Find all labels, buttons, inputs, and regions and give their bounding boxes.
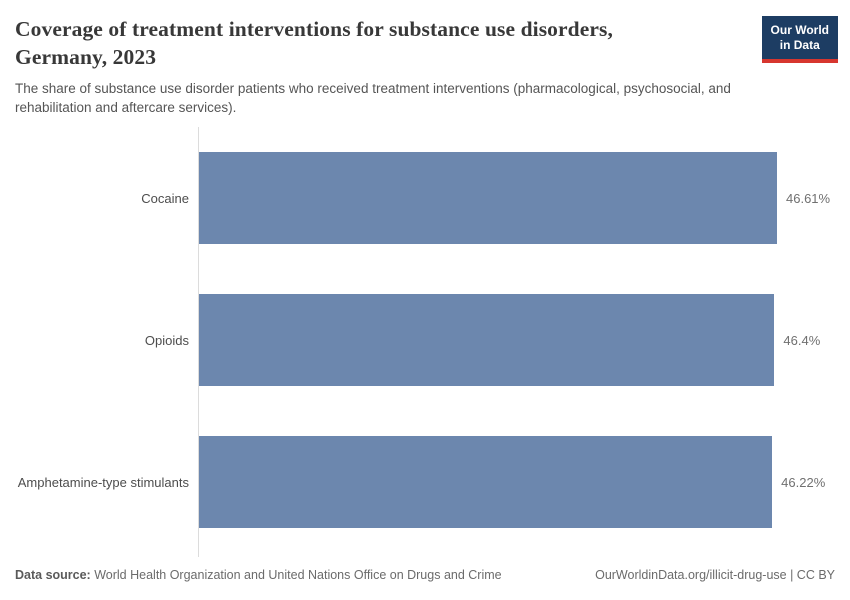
owid-logo-line2: in Data bbox=[779, 38, 820, 52]
bar-value-label: 46.22% bbox=[781, 474, 826, 490]
bar-row: Cocaine 46.61% bbox=[0, 127, 850, 269]
data-source-note: Data source: World Health Organization a… bbox=[15, 567, 502, 585]
bar-category-label: Amphetamine-type stimulants bbox=[17, 474, 189, 490]
bar-value-label: 46.61% bbox=[786, 190, 831, 206]
bar-category-label: Opioids bbox=[144, 332, 189, 348]
bar-row: Amphetamine-type stimulants 46.22% bbox=[0, 411, 850, 553]
owid-logo-line1: Our World bbox=[770, 23, 829, 37]
bar bbox=[199, 436, 773, 528]
bar-row: Opioids 46.4% bbox=[0, 269, 850, 411]
bar-value-label: 46.4% bbox=[783, 332, 821, 348]
bar bbox=[199, 294, 775, 386]
bar bbox=[199, 152, 777, 244]
chart-subtitle: The share of substance use disorder pati… bbox=[15, 81, 731, 115]
bar-chart: Cocaine 46.61% Opioids 46.4% Amphetamine-typ… bbox=[0, 127, 850, 557]
chart-title: Coverage of treatment interventions for … bbox=[15, 17, 613, 69]
owid-logo: Our World in Data bbox=[761, 16, 838, 63]
data-source-label: Data source: bbox=[15, 568, 91, 582]
bar-rows: Cocaine 46.61% Opioids 46.4% Amphetamine-typ… bbox=[0, 127, 850, 553]
data-source-value: World Health Organization and United Nat… bbox=[94, 568, 502, 582]
chart-footer: Data source: World Health Organization a… bbox=[15, 567, 835, 585]
owid-url-license: OurWorldinData.org/illicit-drug-use | CC… bbox=[595, 568, 835, 582]
chart-header: Coverage of treatment interventions for … bbox=[15, 16, 838, 117]
bar-category-label: Cocaine bbox=[141, 190, 189, 206]
y-axis-line bbox=[198, 127, 199, 557]
